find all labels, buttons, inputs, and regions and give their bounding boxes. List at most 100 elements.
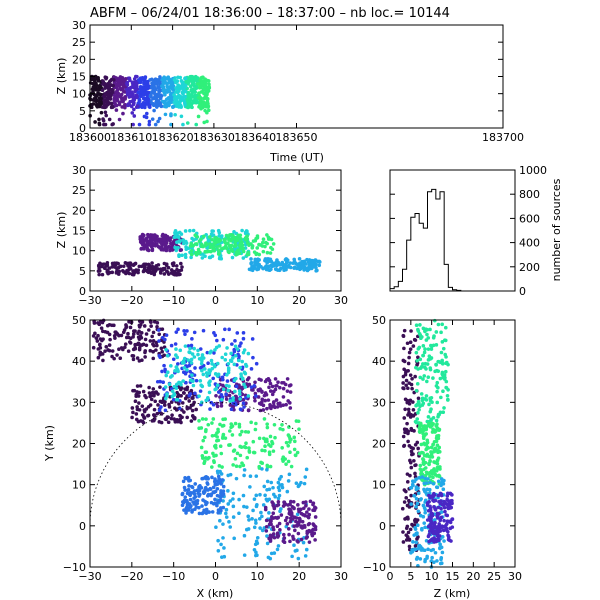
histogram-bar (444, 264, 448, 291)
source-point (191, 383, 196, 388)
source-point (215, 361, 220, 366)
source-point (264, 524, 269, 529)
x-tick-label: −20 (120, 294, 143, 307)
source-point (439, 481, 444, 485)
source-point (141, 96, 146, 101)
source-point (137, 97, 142, 102)
source-point (217, 464, 222, 468)
source-point (160, 369, 164, 374)
source-point (215, 383, 220, 388)
source-point (190, 491, 195, 495)
source-point (418, 375, 423, 380)
source-point (203, 488, 207, 492)
source-point (210, 229, 214, 233)
source-point (209, 358, 214, 363)
source-point (409, 493, 413, 498)
source-point (167, 382, 172, 387)
y-tick-label: 40 (72, 355, 86, 368)
source-point (116, 79, 121, 83)
source-point (211, 417, 216, 421)
source-point (231, 504, 236, 509)
histogram-bar (419, 223, 423, 291)
source-point (302, 525, 307, 529)
source-point (424, 425, 428, 430)
source-point (134, 417, 139, 422)
source-point (159, 241, 164, 246)
source-point (158, 385, 162, 389)
source-point (146, 90, 150, 95)
source-point (296, 556, 301, 561)
source-point (278, 262, 282, 267)
source-point (435, 534, 440, 538)
source-point (285, 389, 290, 393)
source-point (408, 347, 413, 351)
source-point (247, 382, 252, 387)
source-point (221, 484, 226, 489)
source-point (158, 75, 162, 79)
source-point (288, 406, 293, 410)
source-point (437, 538, 441, 543)
source-point (173, 342, 178, 346)
source-point (265, 534, 269, 538)
source-point (229, 425, 233, 430)
source-point (317, 263, 322, 268)
source-point (226, 388, 230, 393)
source-point (150, 419, 155, 423)
source-point (151, 234, 156, 239)
source-point (429, 344, 434, 349)
source-point (267, 487, 272, 492)
source-point (427, 539, 431, 544)
source-point (420, 527, 424, 532)
source-point (438, 542, 442, 547)
source-point (401, 374, 406, 379)
source-point (177, 380, 181, 385)
y-tick-label: 0 (379, 520, 386, 533)
source-point (431, 531, 436, 536)
source-point (217, 234, 222, 238)
source-point (216, 248, 221, 252)
source-point (426, 534, 431, 539)
source-point (276, 500, 281, 504)
source-point (134, 95, 139, 100)
source-point (441, 375, 445, 380)
source-point (271, 511, 276, 516)
source-point (131, 84, 136, 88)
source-point (417, 407, 421, 412)
source-point (144, 332, 149, 336)
source-point (146, 404, 151, 409)
source-point (226, 473, 230, 478)
source-point (149, 324, 153, 328)
source-point (196, 348, 200, 353)
source-point (201, 372, 206, 377)
source-point (202, 234, 206, 239)
source-point (161, 88, 166, 93)
source-point (211, 376, 215, 381)
source-point (419, 364, 424, 369)
source-point (294, 481, 299, 486)
source-point (224, 397, 229, 401)
source-point (261, 503, 266, 507)
source-point (428, 458, 432, 463)
source-point (164, 333, 169, 337)
source-point (146, 270, 151, 275)
source-point (142, 416, 147, 420)
source-point (405, 480, 410, 484)
y-tick-label: 5 (79, 105, 86, 118)
source-point (427, 529, 432, 533)
source-point (144, 85, 148, 90)
source-point (179, 79, 184, 83)
source-point (216, 228, 221, 233)
source-point (101, 358, 105, 363)
source-point (233, 421, 238, 426)
source-point (429, 407, 433, 412)
source-point (275, 405, 280, 409)
source-point (96, 355, 101, 360)
source-point (213, 443, 218, 448)
source-point (196, 491, 201, 496)
source-point (293, 439, 297, 444)
y-tick-label: 10 (72, 245, 86, 258)
source-point (163, 385, 168, 389)
source-point (445, 521, 449, 526)
source-point (175, 240, 179, 245)
source-point (433, 472, 438, 477)
